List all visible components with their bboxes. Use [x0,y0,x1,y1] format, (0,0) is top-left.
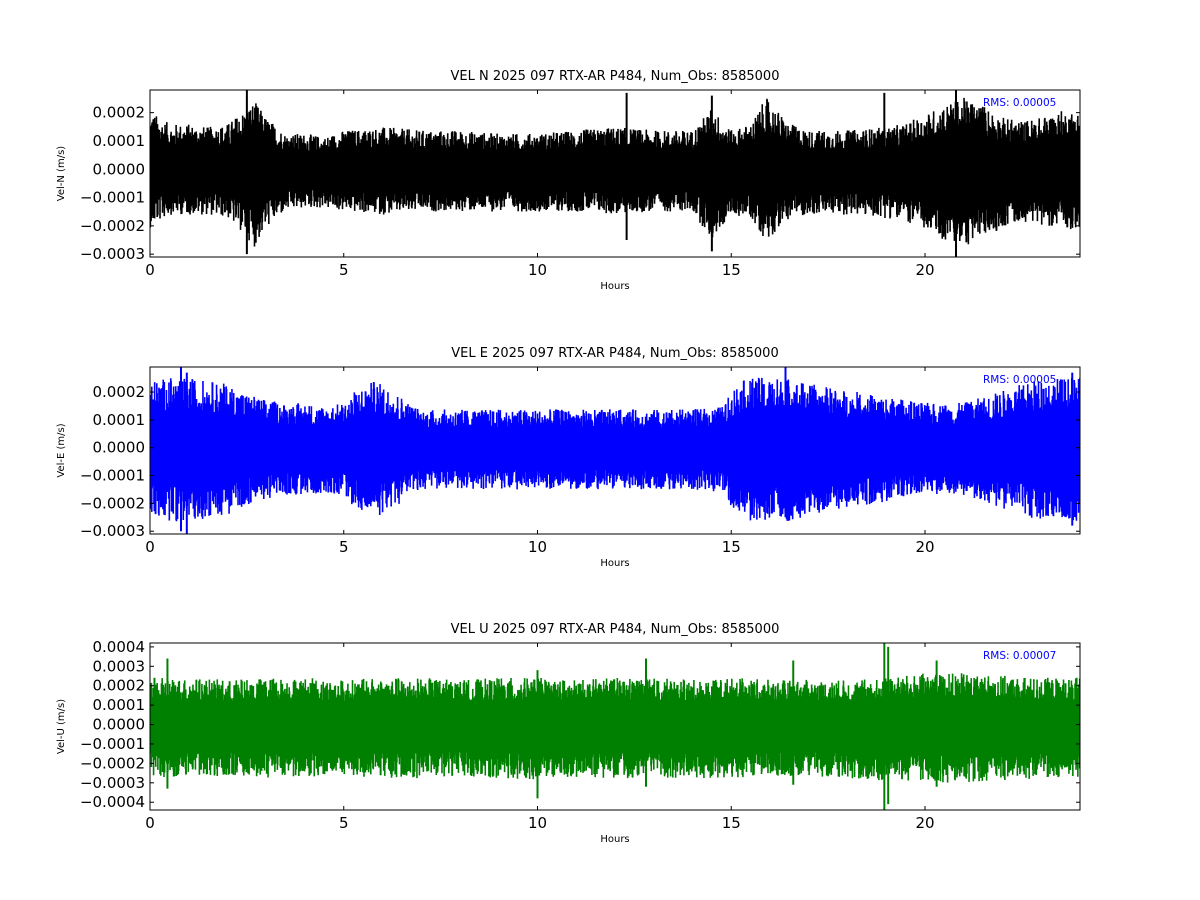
subplot-3: VEL U 2025 097 RTX-AR P484, Num_Obs: 858… [56,622,1081,845]
series-core-band [150,696,1080,756]
x-tick-label: 5 [339,538,349,556]
x-tick-label: 5 [339,814,349,832]
y-tick-label: −0.0004 [80,793,145,811]
series-trace [150,367,1080,534]
x-tick-label: 10 [528,814,547,832]
y-tick-label: 0.0000 [93,439,146,457]
y-axis-label: Vel-U (m/s) [56,699,67,754]
rms-annotation: RMS: 0.00005 [983,374,1056,386]
x-tick-label: 15 [722,814,741,832]
x-tick-label: 0 [145,261,155,279]
y-tick-label: 0.0000 [93,716,146,734]
subplots: VEL N 2025 097 RTX-AR P484, Num_Obs: 858… [56,69,1081,845]
x-axis-label: Hours [600,834,629,845]
y-axis-label: Vel-N (m/s) [56,146,67,201]
x-axis-label: Hours [600,558,629,569]
y-tick-label: 0.0000 [93,160,146,178]
rms-annotation: RMS: 0.00005 [983,97,1056,109]
rms-annotation: RMS: 0.00007 [983,650,1056,662]
y-tick-label: 0.0001 [93,696,146,714]
y-tick-label: 0.0002 [93,104,146,122]
y-tick-label: −0.0001 [80,189,145,207]
y-tick-label: −0.0001 [80,467,145,485]
y-tick-label: 0.0002 [93,383,146,401]
y-tick-label: 0.0004 [93,638,146,656]
y-tick-label: −0.0003 [80,522,145,540]
subplot-title: VEL N 2025 097 RTX-AR P484, Num_Obs: 858… [451,69,780,84]
x-tick-label: 0 [145,538,155,556]
x-tick-label: 15 [722,538,741,556]
x-tick-label: 20 [915,538,934,556]
y-tick-label: −0.0003 [80,774,145,792]
series-core-band [150,409,1080,488]
y-axis-label: Vel-E (m/s) [56,423,67,477]
y-tick-label: 0.0003 [93,657,146,675]
y-tick-label: −0.0002 [80,494,145,512]
series-trace [150,90,1080,257]
subplot-2: VEL E 2025 097 RTX-AR P484, Num_Obs: 858… [56,346,1081,569]
series-core-band [150,130,1080,212]
x-tick-label: 15 [722,261,741,279]
y-tick-label: −0.0002 [80,754,145,772]
y-tick-label: 0.0002 [93,677,146,695]
y-tick-label: −0.0003 [80,245,145,263]
x-tick-label: 5 [339,261,349,279]
x-tick-label: 10 [528,538,547,556]
x-axis-label: Hours [600,281,629,292]
x-tick-label: 20 [915,261,934,279]
axes-frame [149,89,1081,258]
subplot-title: VEL U 2025 097 RTX-AR P484, Num_Obs: 858… [451,622,780,637]
y-tick-label: −0.0001 [80,735,145,753]
axes-frame [149,642,1081,811]
subplot-title: VEL E 2025 097 RTX-AR P484, Num_Obs: 858… [451,346,778,361]
subplot-1: VEL N 2025 097 RTX-AR P484, Num_Obs: 858… [56,69,1081,292]
x-tick-label: 20 [915,814,934,832]
series-trace [150,643,1080,810]
x-tick-label: 10 [528,261,547,279]
y-tick-label: 0.0001 [93,132,146,150]
axes-frame [149,366,1081,535]
y-tick-label: 0.0001 [93,411,146,429]
x-tick-label: 0 [145,814,155,832]
y-tick-label: −0.0002 [80,217,145,235]
